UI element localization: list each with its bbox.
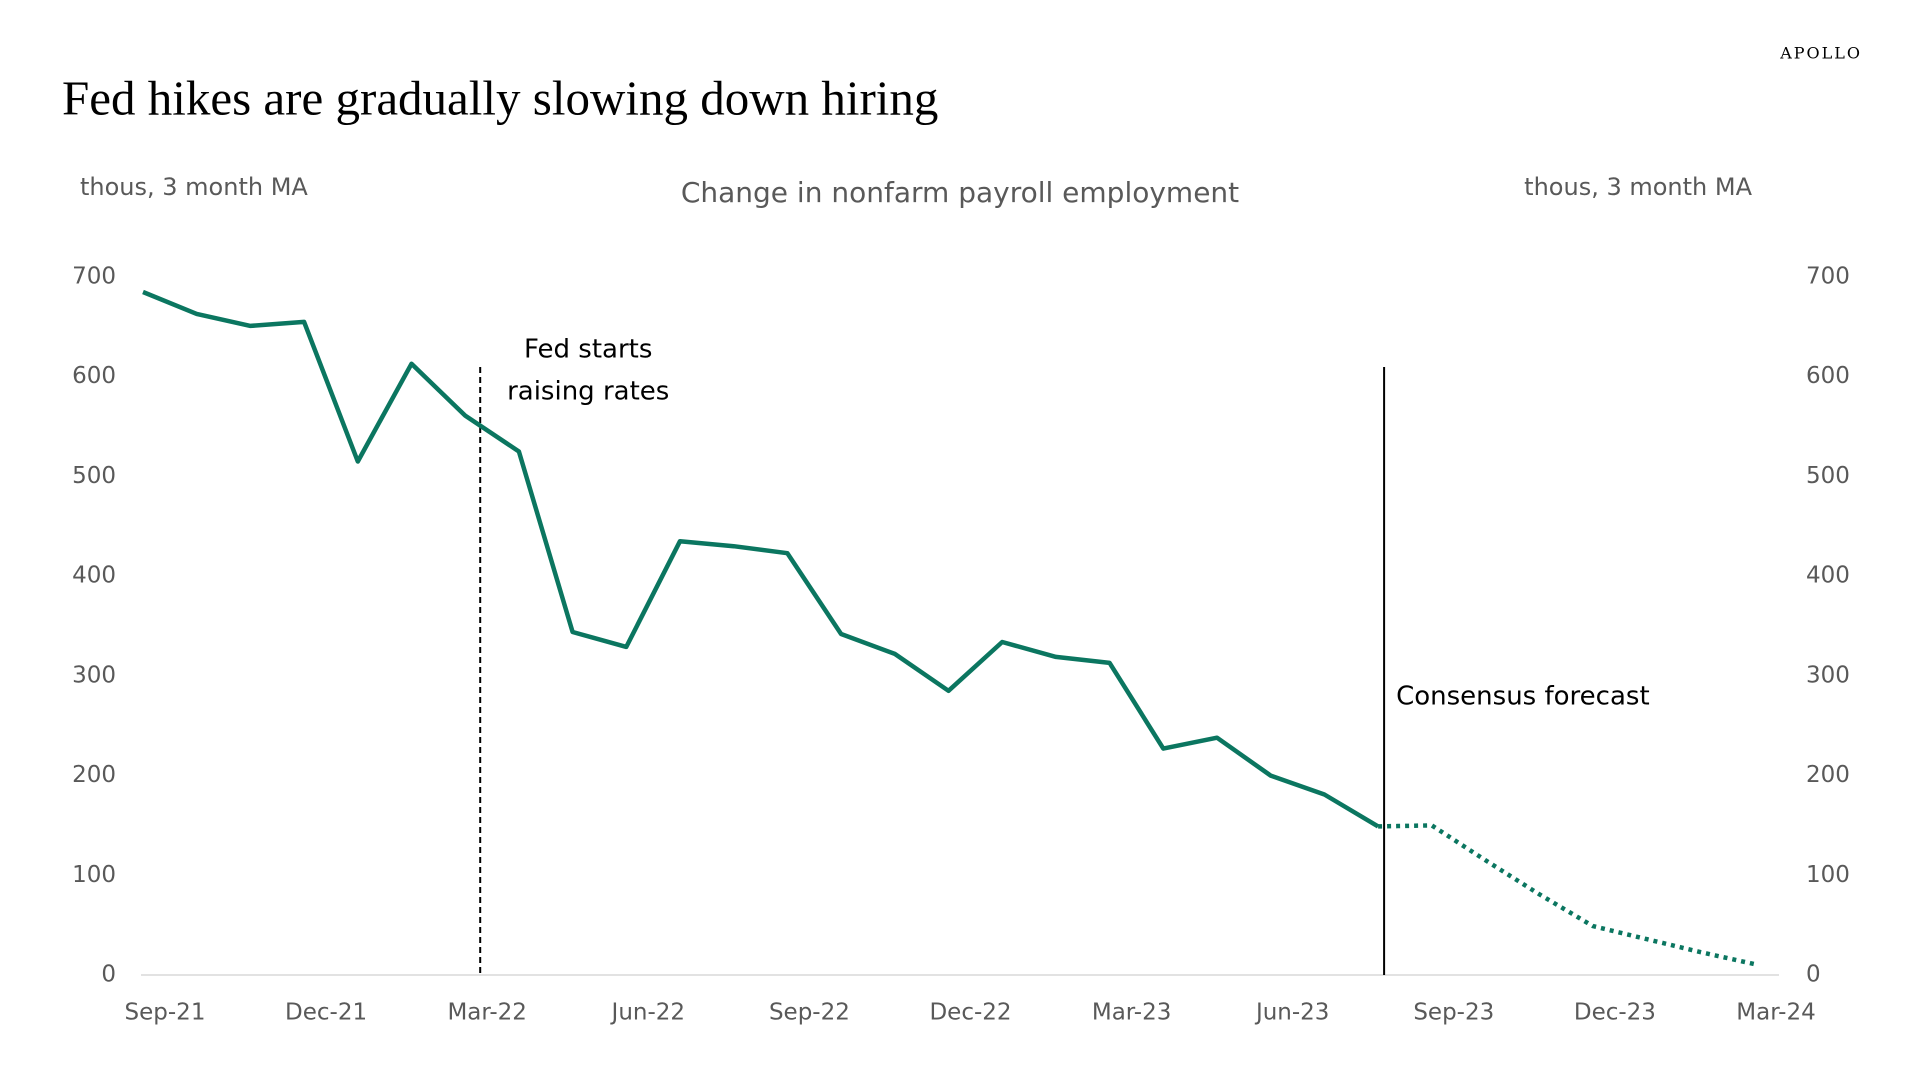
y-tick-label: 0: [101, 962, 116, 988]
x-tick-label: Sep-22: [769, 1000, 850, 1026]
y-tick-label: 500: [72, 463, 116, 489]
brand: APOLLO: [1779, 44, 1862, 63]
annotation-text: Fed starts: [524, 335, 652, 365]
x-tick-label: Mar-22: [447, 1000, 527, 1026]
x-tick-label: Sep-21: [125, 1000, 206, 1026]
x-tick-label: Jun-23: [1254, 1000, 1330, 1026]
y2-tick-label: 500: [1806, 463, 1850, 489]
y-tick-label: 100: [72, 862, 116, 888]
x-tick-label: Mar-23: [1092, 1000, 1172, 1026]
y-tick-label: 700: [72, 264, 116, 290]
x-tick-label: Mar-24: [1736, 1000, 1816, 1026]
y2-tick-label: 700: [1806, 264, 1850, 290]
y2-tick-label: 600: [1806, 363, 1850, 389]
annotation-text: raising rates: [507, 377, 669, 407]
y-tick-label: 200: [72, 762, 116, 788]
chart-subtitle: Change in nonfarm payroll employment: [681, 176, 1239, 209]
line-series: [1378, 823, 1755, 967]
y-tick-label: 300: [72, 662, 116, 688]
y-tick-label: 600: [72, 363, 116, 389]
chart-title: Fed hikes are gradually slowing down hir…: [62, 70, 938, 125]
x-tick-label: Jun-22: [610, 1000, 686, 1026]
y2-tick-label: 400: [1806, 563, 1850, 589]
x-tick-label: Dec-23: [1574, 1000, 1656, 1026]
y2-tick-label: 100: [1806, 862, 1850, 888]
y-axis-label: thous, 3 month MA: [80, 173, 308, 201]
y2-tick-label: 200: [1806, 762, 1850, 788]
y2-tick-label: 0: [1806, 962, 1821, 988]
y-tick-label: 400: [72, 563, 116, 589]
y2-tick-label: 300: [1806, 662, 1850, 688]
x-tick-label: Dec-22: [929, 1000, 1011, 1026]
y2-axis-label: thous, 3 month MA: [1524, 173, 1752, 201]
line-series: [142, 289, 1380, 829]
x-tick-label: Sep-23: [1413, 1000, 1494, 1026]
annotation-text: Consensus forecast: [1396, 682, 1650, 712]
x-tick-label: Dec-21: [285, 1000, 367, 1026]
